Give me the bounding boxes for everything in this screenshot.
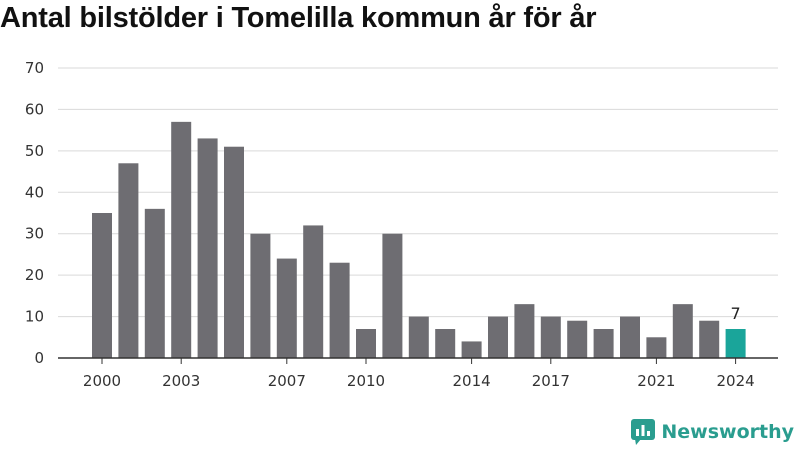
newsworthy-logo-icon [631, 419, 656, 445]
bar-2018 [567, 320, 588, 358]
y-tick-label: 40 [25, 183, 44, 201]
brand-name: Newsworthy [661, 421, 794, 443]
bar-2017 [540, 316, 561, 358]
bar-2024 [725, 329, 746, 358]
bar-2022 [672, 304, 693, 358]
y-tick-label: 20 [25, 266, 44, 284]
bar-2000 [92, 213, 112, 358]
x-tick-label: 2007 [268, 372, 306, 390]
data-label-2024: 7 [731, 304, 741, 323]
bar-2019 [593, 329, 614, 358]
bar-2006 [250, 233, 271, 358]
y-tick-label: 70 [25, 59, 44, 77]
bars [92, 121, 746, 358]
bar-2013 [435, 329, 456, 358]
bar-2001 [118, 163, 139, 358]
bar-2007 [276, 258, 297, 358]
bar-2016 [514, 304, 535, 358]
bar-2020 [620, 316, 640, 358]
x-tick-label: 2014 [453, 372, 491, 390]
x-tick-label: 2010 [347, 372, 385, 390]
brand-logo: Newsworthy [631, 419, 794, 445]
data-labels: 7 [731, 304, 741, 323]
bar-2003 [171, 121, 192, 358]
bar-2010 [356, 329, 376, 358]
bar-2002 [144, 208, 165, 358]
x-tick-label: 2021 [637, 372, 675, 390]
bar-2021 [646, 337, 667, 358]
y-tick-label: 50 [25, 142, 44, 160]
bar-2014 [461, 341, 482, 358]
bar-2011 [382, 233, 403, 358]
x-axis [58, 357, 778, 364]
x-tick-label: 2000 [83, 372, 121, 390]
y-tick-label: 0 [34, 349, 44, 367]
bar-2008 [303, 225, 324, 358]
y-tick-label: 30 [25, 225, 44, 243]
x-tick-labels: 2000 2003 2007 2010 2014 2017 2021 2024 [83, 372, 755, 390]
chart-title: Antal bilstölder i Tomelilla kommun år f… [0, 2, 597, 34]
y-tick-label: 60 [25, 100, 44, 118]
bar-2004 [197, 138, 218, 358]
bar-2005 [224, 146, 244, 358]
bar-2015 [488, 316, 508, 358]
y-tick-label: 10 [25, 308, 44, 326]
x-tick-label: 2024 [717, 372, 755, 390]
x-tick-label: 2003 [162, 372, 200, 390]
gridlines [58, 67, 778, 318]
x-tick-label: 2017 [532, 372, 570, 390]
y-tick-labels: 0 10 20 30 40 50 60 70 [25, 59, 44, 367]
bar-2012 [408, 316, 429, 358]
bar-2023 [699, 320, 720, 358]
bar-2009 [329, 262, 350, 358]
